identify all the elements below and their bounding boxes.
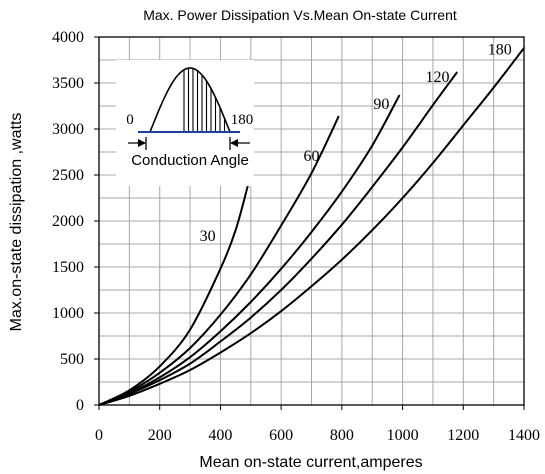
conduction-angle-inset: 0 180 Conduction Angle <box>116 60 254 186</box>
y-tick-label: 2500 <box>52 167 84 184</box>
y-tick-label: 500 <box>60 351 84 368</box>
x-tick-label: 800 <box>330 427 354 444</box>
y-axis-ticks: 0 500 1000 1500 2000 2500 3000 3500 4000 <box>52 29 99 414</box>
x-tick-label: 0 <box>95 427 103 444</box>
y-tick-label: 4000 <box>52 29 84 46</box>
grid <box>99 37 524 405</box>
y-tick-label: 2000 <box>52 213 84 230</box>
series-label-180: 180 <box>488 41 512 58</box>
inset-half-sine <box>149 67 231 133</box>
y-axis-label: Max.on-state dissipation ,watts <box>8 113 25 332</box>
inset-caption: Conduction Angle <box>131 152 249 169</box>
series-line-180 <box>98 47 525 406</box>
inset-background <box>116 60 254 186</box>
series-label-60: 60 <box>304 148 320 165</box>
series-group: 30 60 90 120 180 <box>98 41 525 406</box>
chart-title: Max. Power Dissipation Vs.Mean On-state … <box>143 7 457 23</box>
series-line-120 <box>98 71 459 406</box>
inset-hatching <box>183 68 226 132</box>
x-tick-label: 1000 <box>387 427 419 444</box>
inset-right-arrow-icon <box>230 139 238 147</box>
x-tick-label: 1400 <box>508 427 540 444</box>
x-tick-label: 200 <box>148 427 172 444</box>
x-axis-label: Mean on-state current,amperes <box>199 454 422 471</box>
series-line-60 <box>98 115 340 406</box>
x-tick-label: 400 <box>208 427 232 444</box>
y-tick-label: 1500 <box>52 259 84 276</box>
x-tick-label: 1200 <box>447 427 479 444</box>
y-tick-label: 0 <box>76 397 84 414</box>
y-tick-label: 3500 <box>52 75 84 92</box>
inset-start-label: 0 <box>126 112 134 128</box>
y-tick-label: 3000 <box>52 121 84 138</box>
series-label-90: 90 <box>373 96 389 113</box>
x-axis-ticks: 0 200 400 600 800 1000 1200 1400 <box>95 405 540 444</box>
series-label-30: 30 <box>200 228 216 245</box>
series-line-30 <box>98 185 249 406</box>
inset-end-label: 180 <box>231 112 254 128</box>
x-tick-label: 600 <box>269 427 293 444</box>
series-line-90 <box>98 94 401 406</box>
inset-left-arrow-icon <box>138 139 146 147</box>
series-label-120: 120 <box>425 69 449 86</box>
y-tick-label: 1000 <box>52 305 84 322</box>
